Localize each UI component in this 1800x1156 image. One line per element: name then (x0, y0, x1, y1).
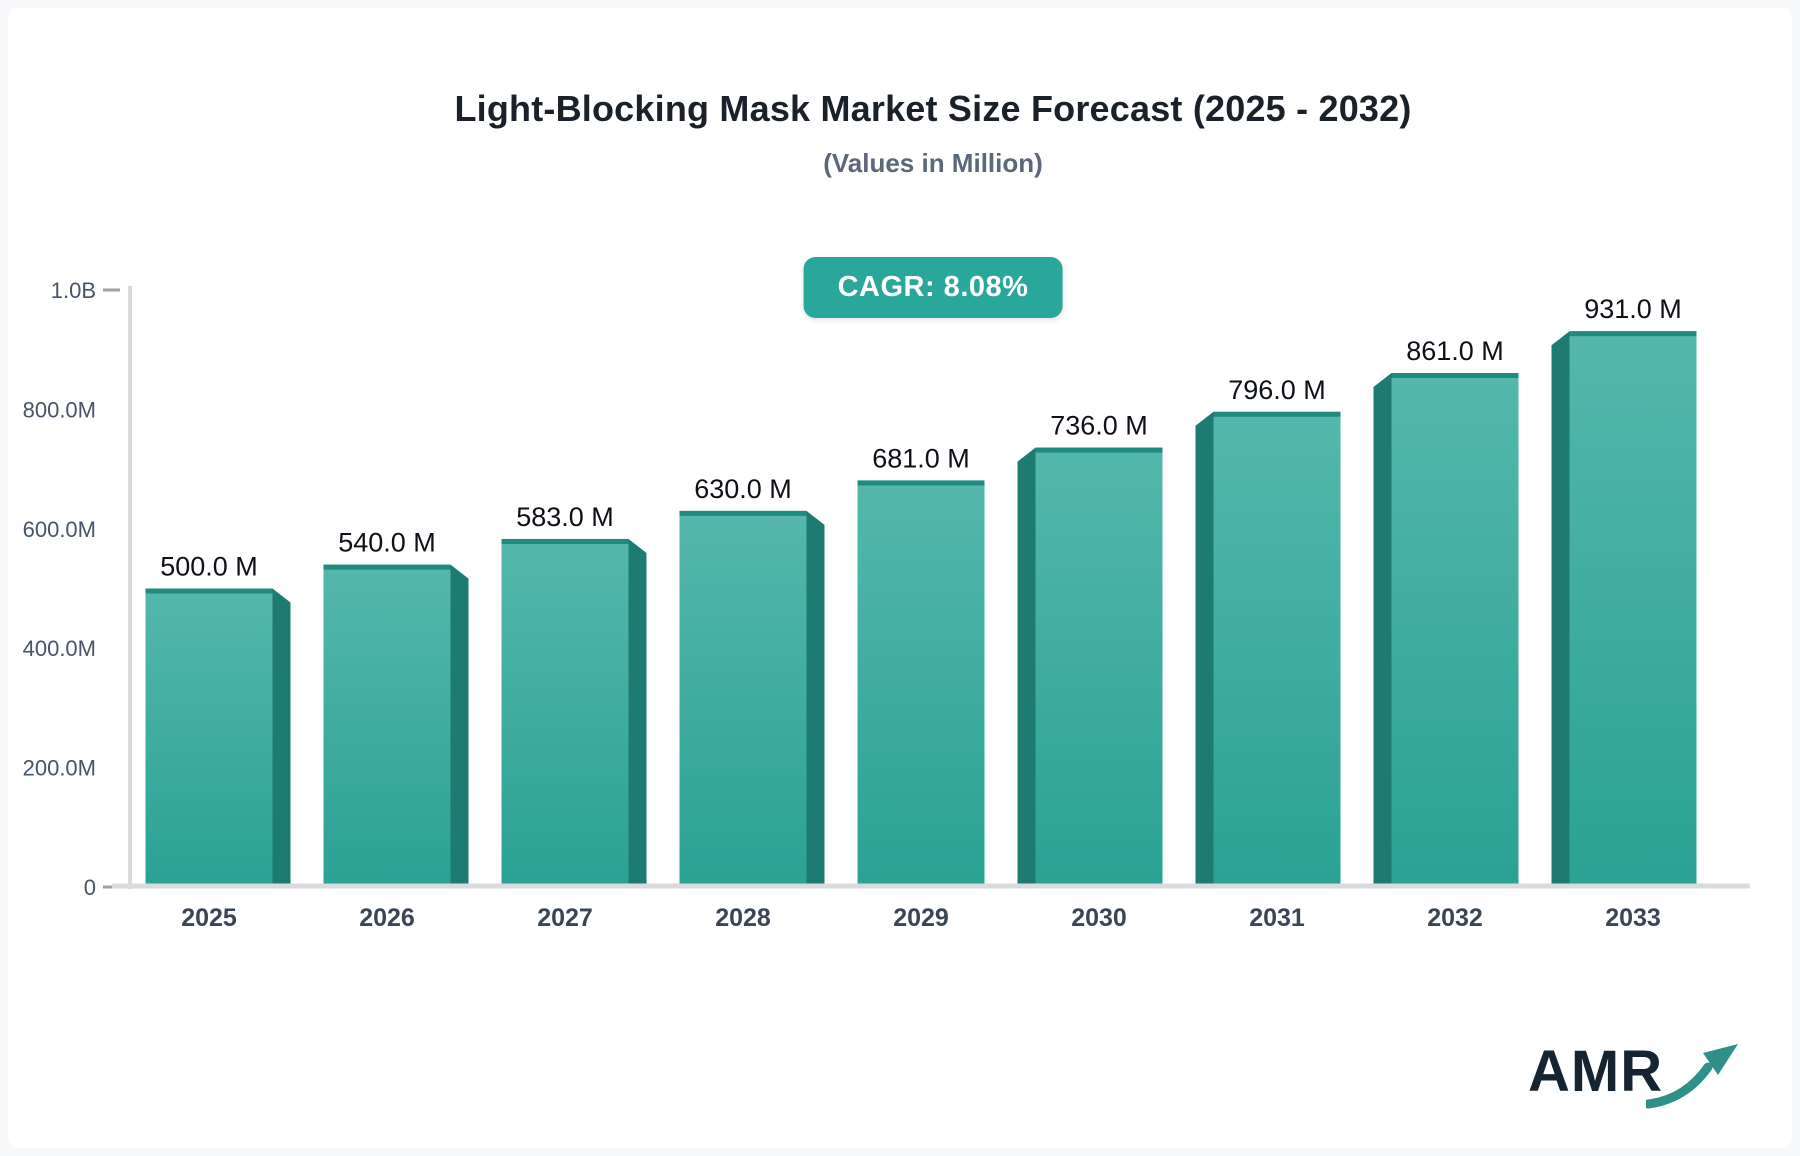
bar-value-label: 861.0 M (1406, 336, 1504, 366)
bar-front-face (1391, 372, 1519, 884)
bar-front-face (1035, 447, 1163, 884)
bar-side-face (628, 538, 647, 884)
x-axis: 2025 2026 2027 2028 2029 2030 2031 2032 2033 (181, 904, 1661, 932)
bar-front-face (145, 588, 273, 884)
bar-value-label: 796.0 M (1228, 375, 1326, 405)
bar-2031: 796.0 M (1195, 375, 1341, 884)
bar-front-face (323, 564, 451, 884)
amr-logo: AMR (1528, 1038, 1738, 1118)
y-axis-label: 600.0M (23, 517, 96, 542)
chart-header: Light-Blocking Mask Market Size Forecast… (33, 88, 1800, 179)
y-axis-label: 200.0M (23, 756, 96, 781)
bar-value-label: 630.0 M (694, 474, 792, 504)
x-axis-label-2030: 2030 (1071, 904, 1127, 932)
bar-2029: 681.0 M (857, 443, 985, 884)
x-axis-label-2028: 2028 (715, 904, 771, 932)
bar-2030: 736.0 M (1017, 411, 1163, 884)
bar-2026: 540.0 M (323, 528, 469, 884)
bar-top-bevel (1035, 447, 1163, 453)
bar-top-bevel (1391, 372, 1519, 378)
bar-2027: 583.0 M (501, 502, 647, 884)
bar-side-face (272, 588, 291, 884)
bar-top-bevel (1569, 331, 1697, 337)
bar-side-face (1017, 447, 1036, 884)
bar-2025: 500.0 M (145, 552, 291, 884)
growth-arrow-icon (1646, 1044, 1738, 1109)
bar-value-label: 736.0 M (1050, 411, 1148, 441)
bar-front-face (501, 538, 629, 884)
bar-2032: 861.0 M (1373, 336, 1519, 884)
bar-front-face (1569, 331, 1697, 884)
y-axis-label: 1.0B (51, 278, 96, 303)
bar-side-face (1195, 411, 1214, 884)
bar-value-label: 540.0 M (338, 528, 436, 558)
bar-top-bevel (323, 564, 451, 570)
y-axis-label: 800.0M (23, 397, 96, 422)
bar-value-label: 931.0 M (1584, 294, 1682, 324)
bar-front-face (679, 510, 807, 884)
bar-top-bevel (857, 480, 985, 486)
bar-top-bevel (1213, 411, 1341, 417)
y-axis: 1.0B 800.0M 600.0M 400.0M 200.0M 0 (23, 278, 120, 900)
bar-value-label: 583.0 M (516, 502, 614, 532)
chart-subtitle: (Values in Million) (823, 148, 1043, 178)
x-axis-label-2025: 2025 (181, 904, 237, 932)
bar-front-face (1213, 411, 1341, 884)
chart-title: Light-Blocking Mask Market Size Forecast… (454, 88, 1412, 129)
bar-2028: 630.0 M (679, 474, 825, 884)
bar-2033: 931.0 M (1551, 294, 1697, 884)
x-axis-label-2032: 2032 (1427, 904, 1483, 932)
bar-top-bevel (501, 538, 629, 544)
bar-top-bevel (679, 510, 807, 516)
x-axis-label-2026: 2026 (359, 904, 415, 932)
cagr-badge: CAGR: 8.08% (803, 257, 1063, 318)
y-axis-label: 400.0M (23, 636, 96, 661)
bar-side-face (806, 510, 825, 884)
bar-value-label: 681.0 M (872, 443, 970, 473)
x-axis-label-2031: 2031 (1249, 904, 1305, 932)
y-axis-label: 0 (84, 875, 96, 900)
bar-top-bevel (145, 588, 273, 594)
bar-front-face (857, 480, 985, 884)
x-axis-label-2027: 2027 (537, 904, 593, 932)
x-axis-label-2029: 2029 (893, 904, 949, 932)
bar-side-face (450, 564, 469, 884)
bar-value-label: 500.0 M (160, 552, 258, 582)
bars-group: 500.0 M 540.0 M 583.0 M 630.0 M 681.0 M 736.0… (145, 294, 1697, 884)
axis-lines (112, 286, 1750, 889)
bar-side-face (1373, 372, 1392, 884)
bar-side-face (1551, 331, 1570, 884)
x-axis-label-2033: 2033 (1605, 904, 1661, 932)
amr-logo-text: AMR (1528, 1039, 1664, 1104)
